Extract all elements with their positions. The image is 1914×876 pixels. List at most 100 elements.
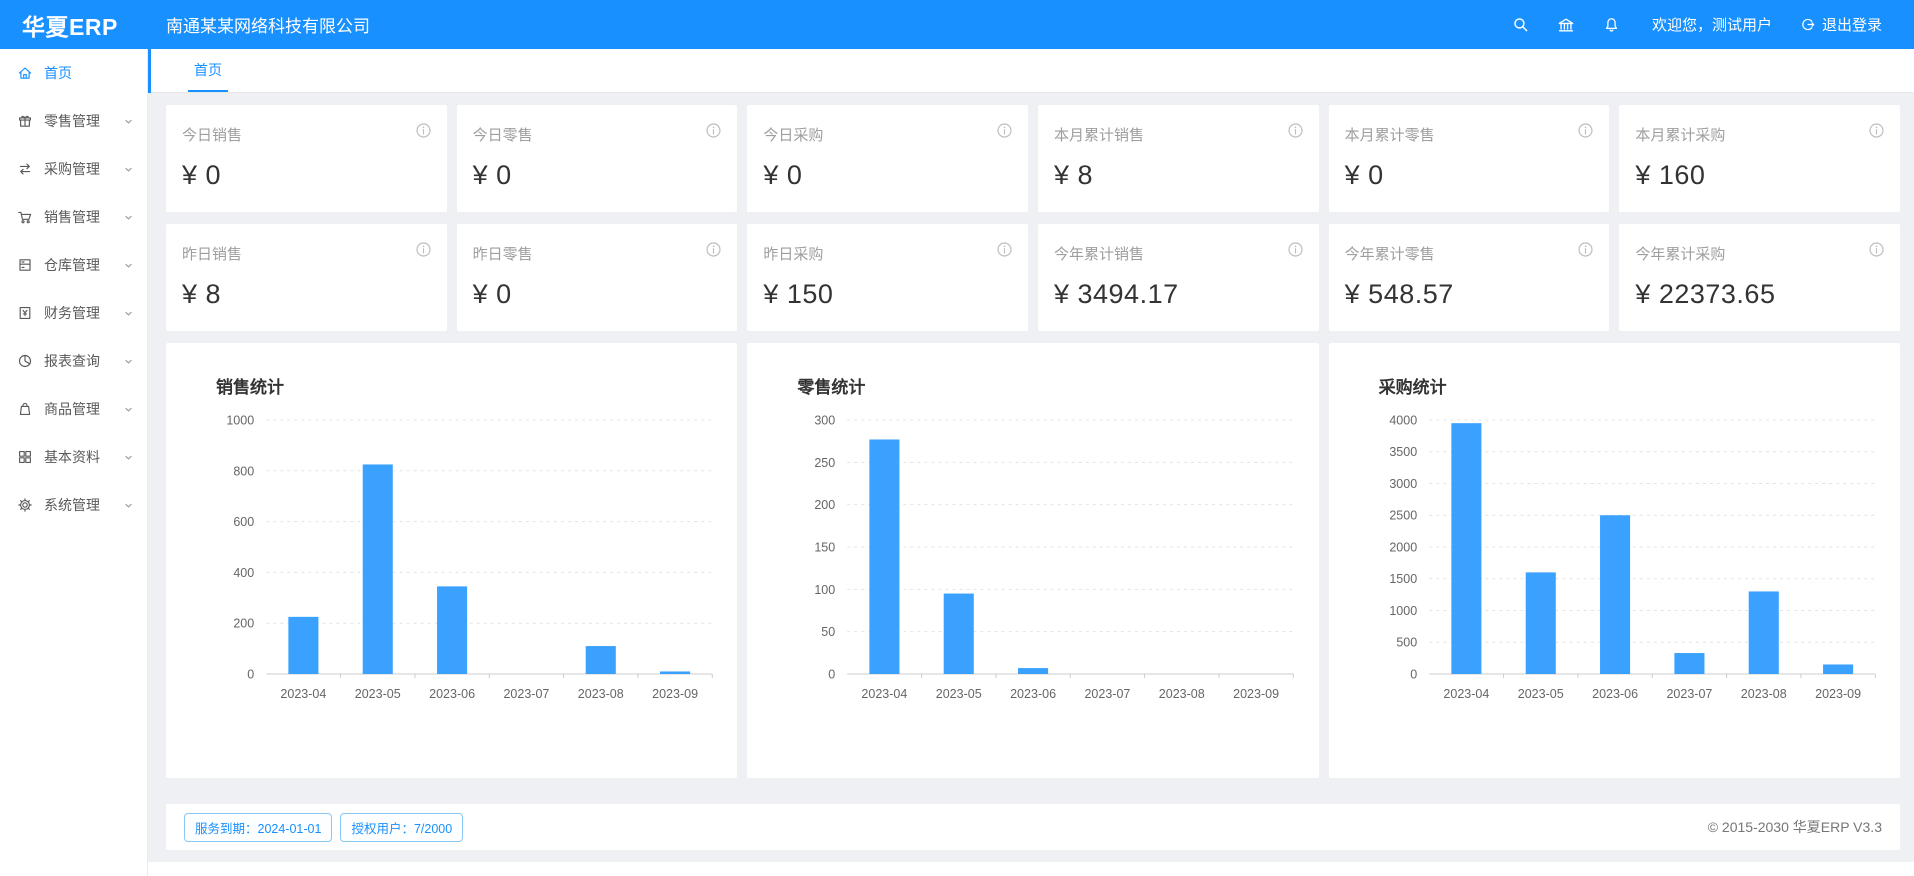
sidebar-item-bag[interactable]: 商品管理 [0,385,147,433]
stat-label: 昨日销售 [182,246,243,263]
bar-chart: 0 500 1000 1500 2000 2500 3000 3500 4000 2023-04 2… [1389,414,1876,701]
sidebar-item-label: 零售管理 [44,113,100,129]
info-icon[interactable] [1577,241,1594,258]
info-icon[interactable] [415,122,432,139]
cart-icon [17,209,33,225]
stat-card: 本月累计采购 ¥ 160 [1619,105,1900,212]
chevron-down-icon [123,404,134,415]
sidebar-item-warehouse[interactable]: 仓库管理 [0,241,147,289]
top-bar: 华夏ERP 南通某某网络科技有限公司 欢迎您，测试用户 [0,0,1914,49]
info-icon[interactable] [996,122,1013,139]
finance-icon [17,305,33,321]
svg-text:250: 250 [815,456,836,470]
tab-home[interactable]: 首页 [188,49,228,92]
svg-text:400: 400 [233,566,254,580]
info-icon[interactable] [1868,241,1885,258]
svg-text:1000: 1000 [226,414,254,428]
chevron-down-icon [123,452,134,463]
tab-bar: 首页 [148,49,1914,93]
svg-text:2023-08: 2023-08 [1159,687,1205,701]
svg-text:2500: 2500 [1389,509,1417,523]
svg-text:600: 600 [233,515,254,529]
stat-label: 今年累计销售 [1053,246,1144,263]
svg-text:2000: 2000 [1389,541,1417,555]
sidebar-item-pie-chart[interactable]: 报表查询 [0,337,147,385]
status-badge: 服务到期：2024-01-01 [184,812,333,842]
stat-card: 昨日采购 ¥ 150 [747,224,1028,331]
gear-icon [17,497,33,513]
svg-text:2023-07: 2023-07 [1666,687,1712,701]
svg-text:2023-09: 2023-09 [1815,687,1861,701]
stat-label: 本月累计采购 [1635,127,1726,144]
svg-text:0: 0 [247,668,254,682]
chart-title: 零售统计 [797,378,866,397]
info-icon[interactable] [1287,241,1304,258]
stat-cards: 今日销售 ¥ 0 今日零售 ¥ 0 今日采购 ¥ 0 本月累计销售 [166,105,1900,331]
stat-label: 今年累计零售 [1344,246,1435,263]
svg-text:2023-04: 2023-04 [1443,687,1489,701]
stat-label: 今日销售 [182,127,243,144]
stat-label: 昨日零售 [472,246,533,263]
info-icon[interactable] [705,241,722,258]
stat-card: 今日采购 ¥ 0 [747,105,1028,212]
svg-text:2023-05: 2023-05 [355,687,401,701]
sidebar-item-label: 商品管理 [44,401,100,417]
chart-title: 采购统计 [1378,378,1447,397]
sidebar-item-label: 采购管理 [44,161,100,177]
bag-icon [17,401,33,417]
svg-text:2023-07: 2023-07 [1085,687,1131,701]
info-icon[interactable] [415,241,432,258]
status-badge: 授权用户：7/2000 [340,812,464,842]
sidebar-item-finance[interactable]: 财务管理 [0,289,147,337]
stat-value: ¥ 22373.65 [1635,279,1776,309]
info-icon[interactable] [1868,122,1885,139]
stat-label: 本月累计销售 [1053,127,1144,144]
sidebar-item-gift[interactable]: 零售管理 [0,97,147,145]
swap-icon [17,161,33,177]
stat-value: ¥ 0 [472,160,512,190]
sidebar-item-gear[interactable]: 系统管理 [0,481,147,529]
warehouse-icon [17,257,33,273]
stat-value: ¥ 150 [763,279,834,309]
svg-text:200: 200 [233,617,254,631]
svg-text:2023-04: 2023-04 [280,687,326,701]
bank-icon[interactable] [1557,16,1575,34]
info-icon[interactable] [705,122,722,139]
copyright-text: © 2015-2030 华夏ERP V3.3 [1707,819,1882,835]
svg-text:2023-08: 2023-08 [1740,687,1786,701]
stat-label: 今日零售 [472,127,533,144]
chevron-down-icon [123,356,134,367]
info-icon[interactable] [996,241,1013,258]
svg-text:2023-09: 2023-09 [1233,687,1279,701]
svg-text:500: 500 [1396,636,1417,650]
svg-text:2023-04: 2023-04 [862,687,908,701]
search-icon[interactable] [1512,16,1529,33]
chart-card: 销售统计 0 200 400 600 800 1000 2023-04 2023-05 2023… [166,343,738,778]
logout-button[interactable]: 退出登录 [1800,14,1882,35]
stat-value: ¥ 0 [763,160,803,190]
info-icon[interactable] [1287,122,1304,139]
svg-text:2023-07: 2023-07 [503,687,549,701]
stat-card: 今日销售 ¥ 0 [166,105,447,212]
svg-text:3500: 3500 [1389,445,1417,459]
sidebar-item-label: 首页 [44,65,72,81]
logout-label: 退出登录 [1821,17,1882,34]
sidebar-item-label: 基本资料 [44,449,100,465]
svg-text:1000: 1000 [1389,604,1417,618]
logout-icon [1800,17,1815,32]
info-icon[interactable] [1577,122,1594,139]
bell-icon[interactable] [1603,16,1620,33]
chevron-down-icon [123,116,134,127]
sidebar: 首页 零售管理 采购管理 销售管理 仓库管理 财务管理 [0,49,148,876]
sidebar-item-grid[interactable]: 基本资料 [0,433,147,481]
sidebar-item-swap[interactable]: 采购管理 [0,145,147,193]
sidebar-item-home[interactable]: 首页 [0,49,147,97]
sidebar-item-cart[interactable]: 销售管理 [0,193,147,241]
pie-chart-icon [17,353,33,369]
stat-card: 本月累计零售 ¥ 0 [1328,105,1610,212]
stat-card: 昨日零售 ¥ 0 [456,224,738,331]
svg-text:300: 300 [815,414,836,428]
app-logo[interactable]: 华夏ERP [22,13,118,40]
stat-value: ¥ 8 [182,279,222,309]
